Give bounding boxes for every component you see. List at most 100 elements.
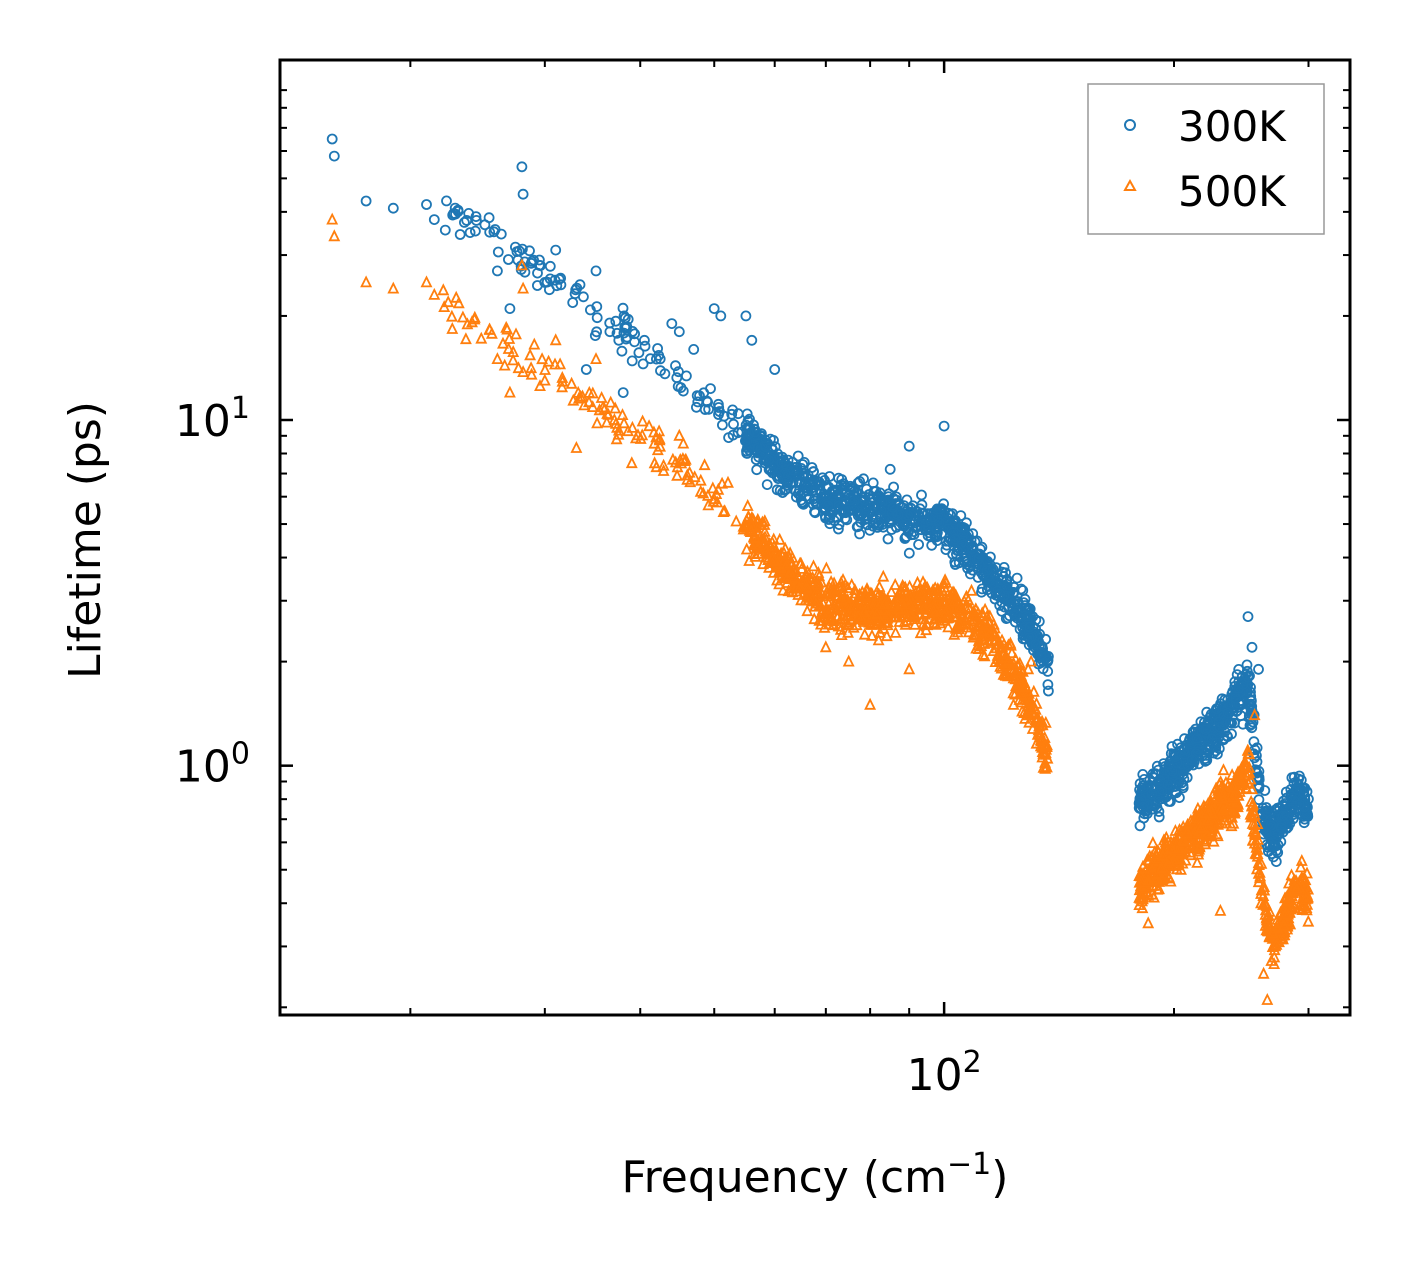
data-point-500k (832, 619, 845, 632)
data-point-500k (503, 385, 516, 398)
data-point-500k (760, 543, 773, 556)
data-point-500k (878, 597, 891, 610)
data-point-500k (1248, 807, 1261, 820)
data-point-500k (671, 468, 684, 481)
data-point-300k (484, 226, 496, 238)
y-tick-label: 100 (175, 737, 250, 793)
data-point-500k (737, 522, 750, 535)
data-point-500k (830, 589, 842, 602)
data-point-500k (1257, 889, 1270, 901)
data-point-500k (917, 575, 929, 587)
data-point-500k (1280, 905, 1293, 918)
data-point-300k (887, 502, 899, 514)
data-point-500k (498, 358, 511, 371)
data-point-500k (1223, 796, 1236, 809)
data-point-500k (1299, 892, 1312, 905)
y-tick-label: 101 (175, 391, 250, 447)
data-point-500k (792, 587, 805, 600)
data-point-300k (998, 562, 1010, 573)
data-point-300k (492, 246, 504, 258)
data-point-500k (1201, 813, 1214, 826)
data-point-500k (1206, 824, 1219, 837)
data-point-300k (1137, 769, 1149, 780)
x-axis-label-exponent: −1 (947, 1147, 991, 1182)
data-point-300k (750, 454, 762, 466)
data-point-300k (421, 199, 432, 210)
data-point-500k (1255, 886, 1267, 899)
data-point-300k (539, 276, 551, 288)
data-point-500k (967, 604, 980, 617)
data-point-300k (732, 408, 744, 420)
data-point-500k (897, 580, 910, 593)
data-point-300k (1146, 788, 1158, 800)
data-point-500k (1036, 718, 1049, 731)
data-point-300k (694, 390, 705, 402)
data-point-500k (625, 456, 638, 469)
data-point-500k (743, 553, 756, 566)
data-point-500k (1141, 873, 1154, 886)
data-point-300k (1298, 787, 1310, 798)
data-point-300k (931, 523, 942, 535)
data-point-500k (1168, 852, 1181, 865)
data-point-500k (1027, 684, 1040, 697)
data-point-500k (1277, 918, 1290, 931)
data-point-500k (745, 510, 758, 523)
data-point-500k (848, 583, 861, 595)
data-point-500k (1136, 894, 1148, 907)
data-point-500k (616, 408, 629, 421)
data-point-500k (920, 616, 933, 629)
data-point-300k (1181, 772, 1193, 783)
data-point-500k (706, 481, 719, 494)
data-point-300k (591, 312, 603, 324)
data-point-300k (959, 556, 970, 567)
data-point-500k (898, 609, 911, 622)
data-point-500k (858, 605, 871, 618)
data-point-500k (771, 573, 783, 586)
data-point-500k (771, 554, 784, 567)
data-point-500k (673, 428, 686, 441)
data-point-500k (1172, 841, 1185, 854)
data-point-300k (1226, 728, 1237, 740)
data-point-500k (459, 332, 472, 345)
data-point-300k (1202, 740, 1214, 752)
data-point-500k (836, 592, 849, 605)
data-point-500k (1033, 725, 1046, 738)
data-point-500k (1213, 791, 1226, 804)
data-point-300k (1251, 742, 1263, 754)
data-point-300k (326, 133, 338, 145)
data-point-300k (945, 534, 956, 545)
data-point-500k (977, 618, 989, 631)
data-point-300k (862, 519, 873, 531)
data-point-300k (1011, 572, 1023, 584)
data-point-300k (1005, 597, 1017, 608)
data-point-300k (550, 244, 562, 256)
data-point-500k (745, 517, 758, 530)
data-point-500k (818, 620, 831, 633)
legend-label-300k: 300K (1178, 102, 1287, 151)
data-point-500k (1217, 803, 1230, 816)
data-point-500k (935, 583, 948, 596)
data-point-500k (988, 629, 1001, 642)
data-point-500k (824, 612, 836, 625)
data-point-500k (806, 570, 819, 583)
data-point-500k (864, 697, 877, 710)
data-point-300k (1240, 669, 1252, 680)
data-point-300k (1218, 734, 1229, 746)
data-point-500k (860, 588, 873, 601)
data-point-500k (1019, 680, 1032, 693)
data-point-300k (845, 494, 856, 506)
data-point-500k (437, 283, 450, 296)
data-point-500k (865, 617, 878, 630)
data-point-300k (1267, 841, 1279, 853)
data-point-500k (745, 523, 758, 536)
data-point-300k (740, 310, 752, 322)
data-point-300k (873, 517, 884, 529)
data-point-500k (885, 585, 898, 597)
data-point-300k (1138, 774, 1150, 785)
data-point-300k (611, 327, 623, 339)
data-point-500k (697, 486, 710, 499)
data-point-300k (1277, 810, 1289, 822)
data-point-500k (807, 559, 820, 572)
data-point-500k (1270, 937, 1283, 950)
data-point-500k (1177, 819, 1190, 832)
